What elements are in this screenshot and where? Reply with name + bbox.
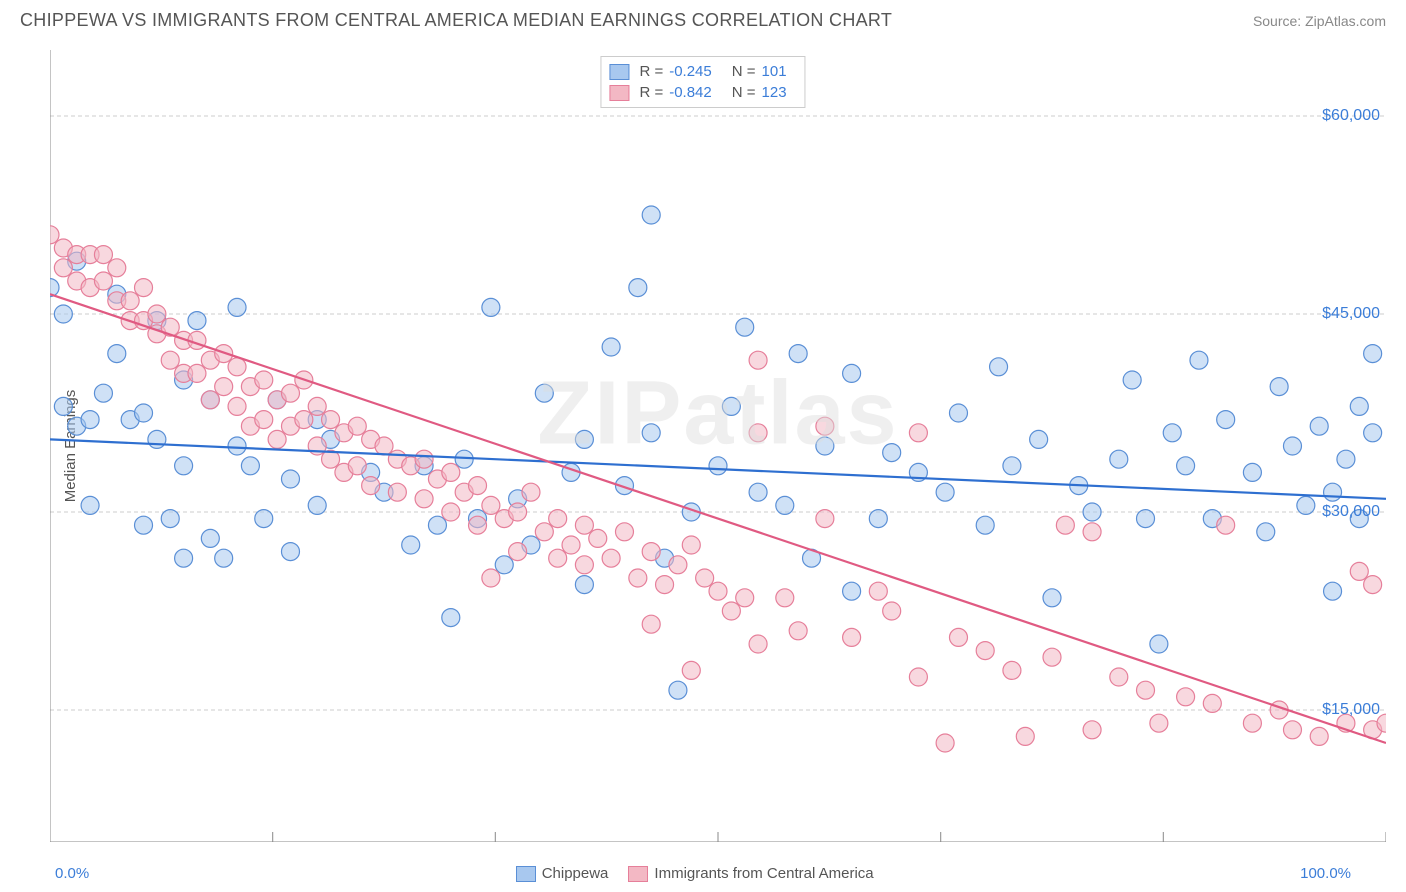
source-attribution: Source: ZipAtlas.com <box>1253 13 1386 29</box>
x-axis-start-label: 0.0% <box>55 865 89 882</box>
y-tick-label: $15,000 <box>1322 701 1380 719</box>
y-tick-label: $30,000 <box>1322 503 1380 521</box>
legend-row-chippewa: R = -0.245 N = 101 <box>609 61 796 82</box>
swatch-immigrants <box>609 85 629 101</box>
bottom-legend-bar: 0.0% Chippewa Immigrants from Central Am… <box>0 865 1406 882</box>
swatch-immigrants-icon <box>628 866 648 882</box>
r-label: R = <box>639 63 663 80</box>
n-label: N = <box>732 63 756 80</box>
legend-label-immigrants: Immigrants from Central America <box>654 865 873 882</box>
r-value-immigrants: -0.842 <box>669 84 712 101</box>
source-link[interactable]: ZipAtlas.com <box>1305 13 1386 29</box>
legend-item-immigrants: Immigrants from Central America <box>628 865 873 882</box>
y-tick-label: $45,000 <box>1322 305 1380 323</box>
n-value-chippewa: 101 <box>762 63 787 80</box>
legend-label-chippewa: Chippewa <box>542 865 609 882</box>
source-label: Source: <box>1253 13 1301 29</box>
x-axis-end-label: 100.0% <box>1300 865 1351 882</box>
series-legend: Chippewa Immigrants from Central America <box>516 865 874 882</box>
chart-header: CHIPPEWA VS IMMIGRANTS FROM CENTRAL AMER… <box>0 0 1406 36</box>
chart-container: CHIPPEWA VS IMMIGRANTS FROM CENTRAL AMER… <box>0 0 1406 892</box>
n-value-immigrants: 123 <box>762 84 787 101</box>
n-label: N = <box>732 84 756 101</box>
legend-row-immigrants: R = -0.842 N = 123 <box>609 82 796 103</box>
correlation-legend: R = -0.245 N = 101 R = -0.842 N = 123 <box>600 56 805 108</box>
legend-item-chippewa: Chippewa <box>516 865 609 882</box>
r-value-chippewa: -0.245 <box>669 63 712 80</box>
chart-title: CHIPPEWA VS IMMIGRANTS FROM CENTRAL AMER… <box>20 10 892 31</box>
swatch-chippewa-icon <box>516 866 536 882</box>
y-tick-label: $60,000 <box>1322 107 1380 125</box>
plot-area: ZIPatlas <box>50 50 1386 842</box>
r-label: R = <box>639 84 663 101</box>
scatter-chart-svg <box>50 50 1386 842</box>
swatch-chippewa <box>609 64 629 80</box>
